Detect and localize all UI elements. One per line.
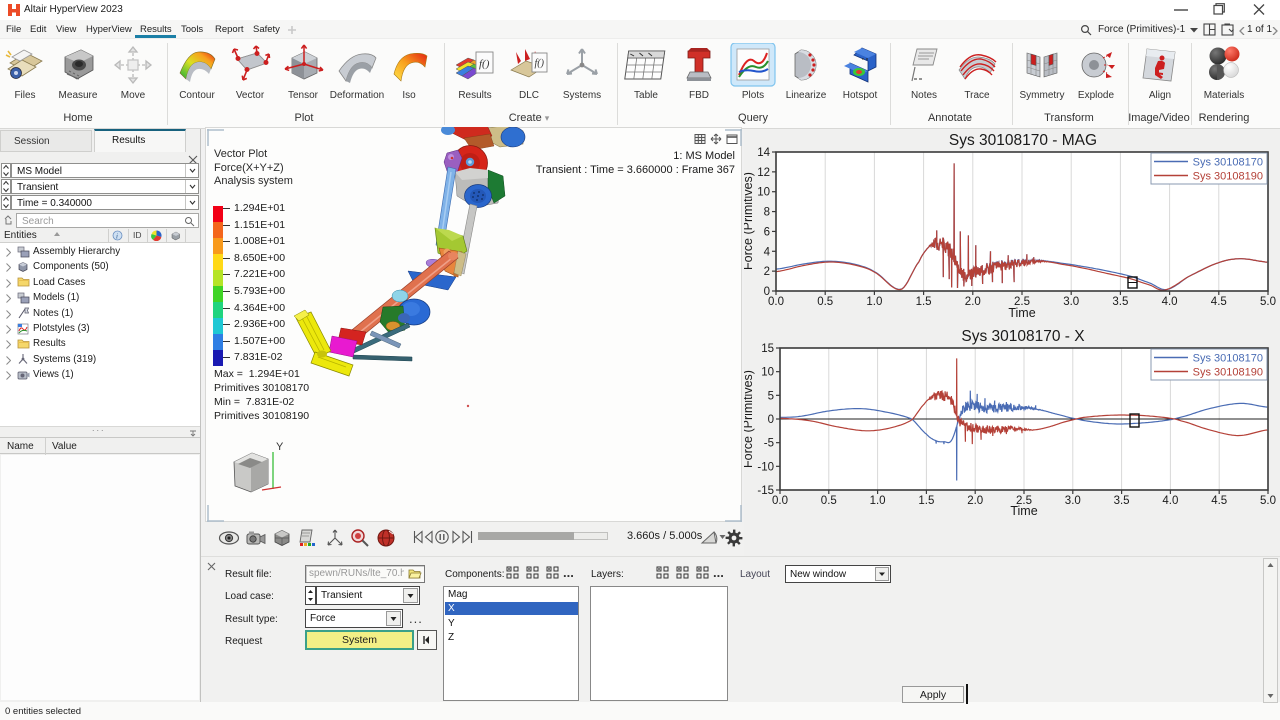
- svg-text:4.0: 4.0: [1162, 495, 1178, 507]
- svg-text:0.5: 0.5: [821, 495, 837, 507]
- svg-text:15: 15: [761, 343, 774, 355]
- svg-text:Force (Primitives): Force (Primitives): [744, 370, 755, 468]
- svg-text:10: 10: [761, 367, 774, 379]
- svg-text:-15: -15: [757, 485, 774, 497]
- svg-text:0: 0: [764, 286, 770, 298]
- svg-text:4: 4: [764, 246, 771, 258]
- svg-text:2.0: 2.0: [965, 296, 981, 308]
- svg-text:3.5: 3.5: [1114, 495, 1130, 507]
- svg-text:14: 14: [757, 147, 770, 159]
- svg-text:0.0: 0.0: [772, 495, 788, 507]
- svg-text:2.5: 2.5: [1016, 495, 1032, 507]
- svg-text:1.5: 1.5: [916, 296, 932, 308]
- svg-text:Sys 30108170: Sys 30108170: [1193, 353, 1263, 365]
- svg-text:12: 12: [757, 167, 770, 179]
- svg-text:1.5: 1.5: [918, 495, 934, 507]
- svg-text:-10: -10: [757, 461, 774, 473]
- svg-text:0.5: 0.5: [817, 296, 833, 308]
- svg-text:3.0: 3.0: [1063, 296, 1079, 308]
- svg-text:f(): f(): [479, 58, 490, 70]
- svg-text:5: 5: [768, 390, 774, 402]
- svg-text:Sys 30108170 - X: Sys 30108170 - X: [961, 328, 1085, 345]
- svg-text:1.0: 1.0: [870, 495, 886, 507]
- svg-text:f(): f(): [535, 58, 545, 69]
- svg-text:Time: Time: [1010, 504, 1037, 518]
- svg-text:4.0: 4.0: [1162, 296, 1178, 308]
- svg-text:3.5: 3.5: [1112, 296, 1128, 308]
- svg-text:8: 8: [764, 207, 770, 219]
- svg-text:0.0: 0.0: [768, 296, 784, 308]
- svg-text:2.0: 2.0: [967, 495, 983, 507]
- svg-text:Force (Primitives): Force (Primitives): [744, 172, 755, 270]
- svg-text:3.0: 3.0: [1065, 495, 1081, 507]
- svg-text:i: i: [116, 233, 118, 241]
- svg-text:0: 0: [768, 414, 774, 426]
- svg-text:Sys 30108190: Sys 30108190: [1193, 171, 1263, 183]
- svg-text:Time: Time: [1008, 306, 1035, 320]
- svg-text:6: 6: [764, 226, 770, 238]
- svg-text:Y: Y: [276, 441, 284, 453]
- svg-text:2: 2: [764, 266, 770, 278]
- svg-text:-5: -5: [764, 438, 774, 450]
- svg-text:10: 10: [757, 187, 770, 199]
- svg-text:1.0: 1.0: [866, 296, 882, 308]
- svg-text:2.5: 2.5: [1014, 296, 1030, 308]
- svg-text:4.5: 4.5: [1211, 296, 1227, 308]
- svg-text:4.5: 4.5: [1211, 495, 1227, 507]
- svg-text:Sys 30108190: Sys 30108190: [1193, 367, 1263, 379]
- svg-text:5.0: 5.0: [1260, 296, 1276, 308]
- svg-text:Sys 30108170: Sys 30108170: [1193, 157, 1263, 169]
- svg-text:Sys 30108170 - MAG: Sys 30108170 - MAG: [949, 132, 1097, 149]
- svg-text:5.0: 5.0: [1260, 495, 1276, 507]
